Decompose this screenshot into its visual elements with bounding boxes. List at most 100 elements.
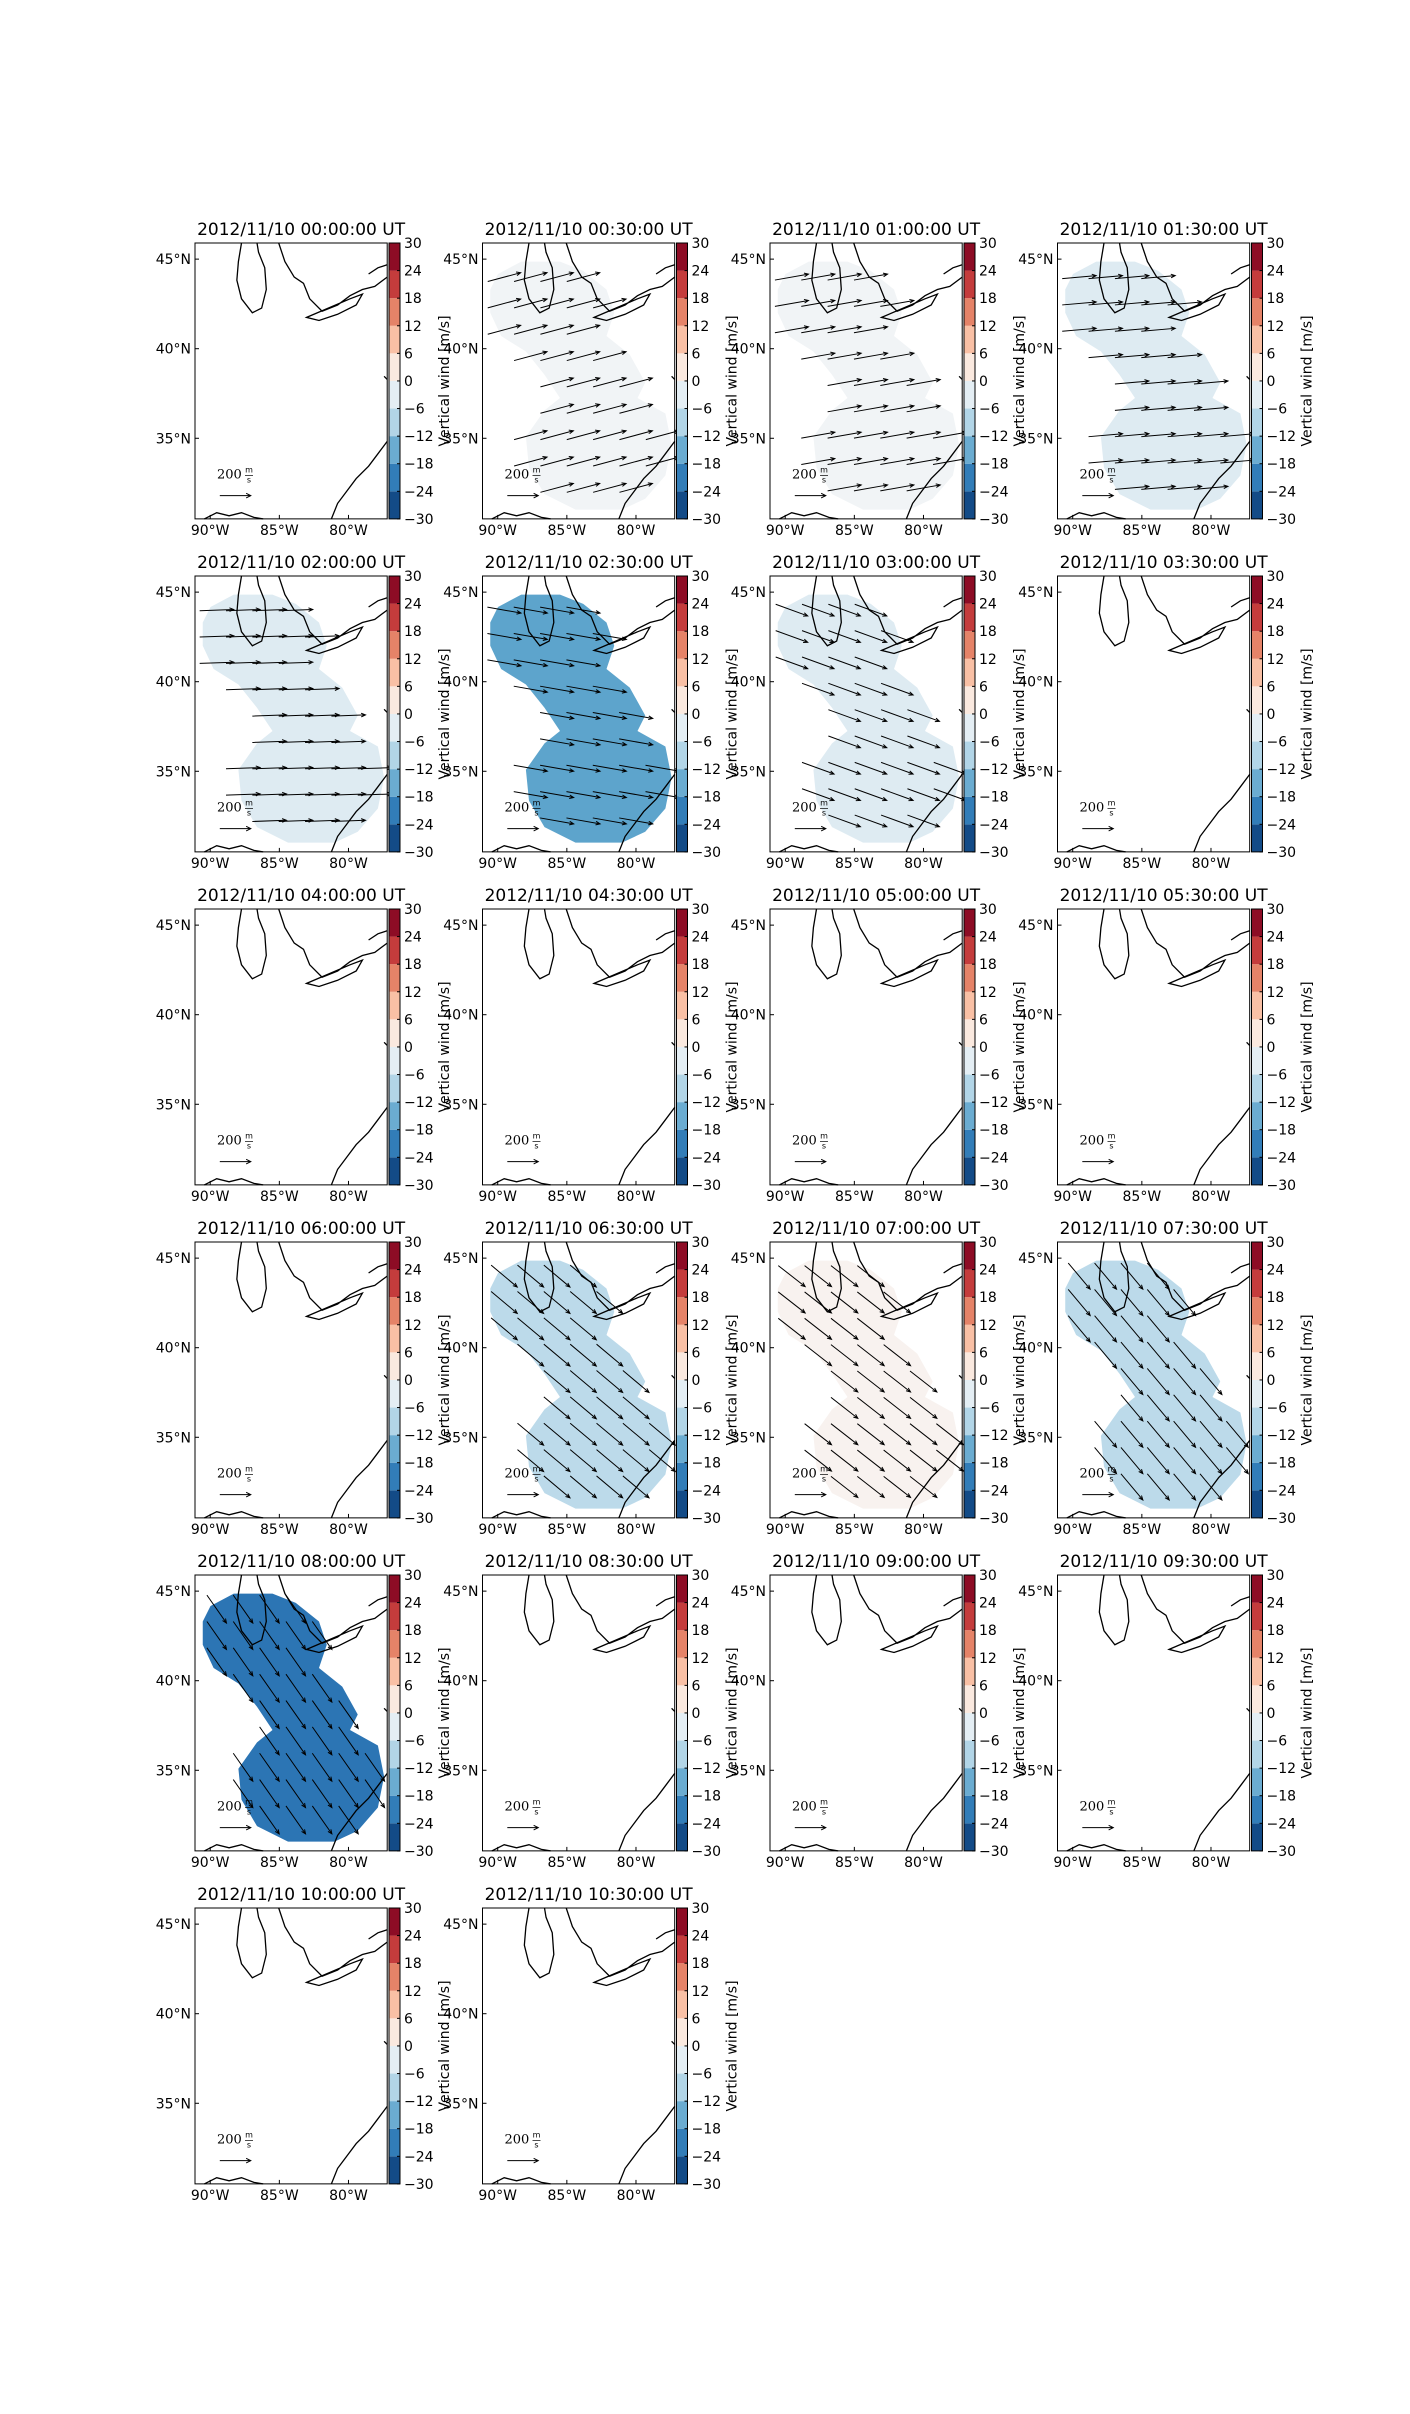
wind-arrow: [286, 1780, 306, 1808]
wind-arrow: [1168, 432, 1202, 436]
lon-tick-label: 85°W: [548, 1522, 587, 1538]
lat-tick-label: 45°N: [1018, 1584, 1053, 1600]
key-unit-bottom: s: [247, 808, 251, 817]
wind-arrow: [881, 736, 913, 748]
colorbar-segment: [676, 713, 688, 742]
colorbar-segment: [964, 824, 975, 852]
wind-arrow: [880, 378, 914, 385]
colorbar-tick-label: −18: [692, 1456, 722, 1472]
colorbar-tick-label: −18: [1267, 1123, 1297, 1139]
lon-tick-label: 80°W: [617, 1189, 656, 1205]
colorbar-segment: [389, 408, 400, 437]
wind-arrow: [854, 405, 888, 412]
colorbar-tick-label: 6: [404, 2011, 413, 2027]
colorbar-tick-label: −6: [404, 1734, 425, 1750]
wind-arrow: [593, 686, 627, 693]
key-unit-bottom: s: [247, 2140, 251, 2149]
lon-tick-label: 90°W: [766, 856, 805, 872]
wind-arrow: [1141, 327, 1175, 331]
wind-arrow: [619, 404, 652, 413]
lon-tick-label: 85°W: [1123, 1189, 1162, 1205]
colorbar-tick-label: 0: [979, 707, 988, 723]
lat-tick-label: 45°N: [443, 1917, 478, 1933]
wind-arrow: [907, 762, 939, 774]
colorbar-segment: [1251, 936, 1263, 965]
wind-arrow: [517, 1265, 543, 1287]
colorbar-segment: [676, 325, 688, 354]
wind-arrow: [1089, 301, 1123, 305]
panel: 2012/11/10 02:30:00 UT 200 ms 45°N 40°N 35°N 9…: [443, 553, 740, 872]
colorbar-tick-label: −18: [692, 790, 722, 806]
key-label: 200: [1080, 1467, 1105, 1482]
colorbar-tick-label: −12: [404, 429, 434, 445]
colorbar-label: Vertical wind [m/s]: [725, 648, 741, 779]
map-frame: [195, 909, 387, 1185]
wind-arrow: [623, 1423, 649, 1445]
panel: 2012/11/10 08:00:00 UT 200 ms 45°N 40°N 35°N 9…: [156, 1552, 453, 1871]
map-background: [1057, 1575, 1250, 1851]
colorbar-tick-label: 30: [692, 1568, 710, 1584]
wind-arrow: [597, 1423, 623, 1445]
colorbar-segment: [1251, 576, 1263, 604]
colorbar-tick-label: −30: [1267, 1178, 1297, 1194]
lat-tick-label: 40°N: [156, 2007, 191, 2023]
wind-arrow: [828, 657, 860, 669]
wind-arrow: [884, 1424, 911, 1445]
colorbar-tick-label: 12: [404, 1651, 422, 1667]
colorbar-tick-label: 30: [692, 902, 710, 918]
lat-tick-label: 35°N: [443, 764, 478, 780]
colorbar-segment: [964, 1435, 975, 1463]
lat-tick-label: 45°N: [443, 252, 478, 268]
wind-arrow: [233, 1648, 253, 1676]
lat-tick-label: 40°N: [443, 342, 478, 358]
wind-arrow: [593, 456, 626, 465]
colorbar-segment: [964, 1685, 975, 1713]
map: [770, 574, 966, 853]
key-unit-bottom: s: [822, 1807, 826, 1816]
map: [195, 574, 392, 853]
map-frame: [770, 1575, 962, 1851]
colorbar-tick-label: 24: [979, 1263, 997, 1279]
lon-tick-label: 90°W: [191, 1855, 230, 1871]
lon-tick-label: 90°W: [191, 1189, 230, 1205]
colorbar-tick-label: 24: [1267, 1263, 1285, 1279]
wind-arrow: [487, 660, 521, 667]
wind-arrow: [831, 1476, 858, 1497]
map-frame: [483, 576, 675, 852]
wind-arrow: [775, 299, 809, 306]
map: [770, 907, 964, 1186]
map: [770, 241, 967, 520]
lon-tick-label: 90°W: [766, 1522, 805, 1538]
panel-title: 2012/11/10 01:30:00 UT: [1060, 220, 1269, 240]
wind-arrow: [514, 351, 547, 360]
colorbar-tick-label: 18: [1267, 1290, 1285, 1306]
wind-arrow: [544, 1476, 570, 1498]
wind-arrow: [1168, 301, 1202, 305]
wind-arrow: [1089, 459, 1123, 463]
colorbar-tick-label: −24: [692, 1483, 722, 1499]
lat-tick-label: 45°N: [156, 918, 191, 934]
wind-arrow: [884, 1371, 911, 1392]
lat-tick-label: 35°N: [443, 431, 478, 447]
wind-arrow: [312, 1701, 332, 1729]
wind-arrow: [566, 818, 600, 825]
colorbar-segment: [1251, 713, 1263, 742]
colorbar-segment: [389, 1740, 400, 1769]
wind-arrow: [1121, 1368, 1143, 1394]
panel: 2012/11/10 05:30:00 UT 200 ms 45°N 40°N 35°N 9…: [1018, 886, 1315, 1205]
lat-tick-label: 45°N: [443, 918, 478, 934]
wind-arrow: [312, 1780, 332, 1808]
wind-arrow: [854, 484, 888, 491]
panel-title: 2012/11/10 09:30:00 UT: [1060, 1552, 1269, 1572]
panel: 2012/11/10 10:30:00 UT 200 ms 45°N 40°N 35°N 9…: [443, 1885, 740, 2204]
key-unit-top: m: [820, 465, 828, 474]
wind-arrow: [593, 351, 626, 360]
key-unit-bottom: s: [822, 808, 826, 817]
key-label: 200: [505, 1800, 530, 1815]
key-unit-bottom: s: [1109, 475, 1113, 484]
colorbar-segment: [1251, 1324, 1263, 1353]
colorbar-segment: [964, 1575, 975, 1603]
lon-tick-label: 80°W: [329, 1189, 368, 1205]
map: [195, 907, 389, 1186]
lat-tick-label: 35°N: [156, 1430, 191, 1446]
